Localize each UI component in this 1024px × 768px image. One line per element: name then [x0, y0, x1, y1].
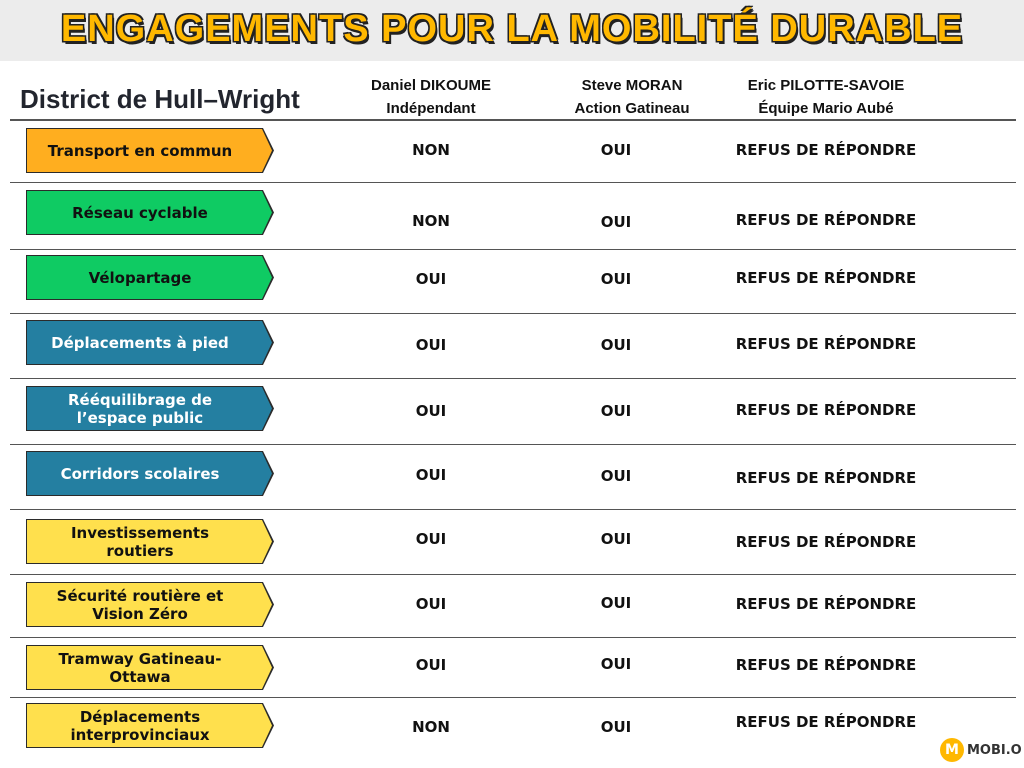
- answer-cell: REFUS DE RÉPONDRE: [735, 335, 917, 353]
- topic-label-text: Réseau cyclable: [27, 191, 272, 234]
- topic-label: Réseau cyclable: [26, 190, 274, 235]
- candidate-name: Daniel DIKOUME: [370, 77, 491, 94]
- answer-cell: REFUS DE RÉPONDRE: [735, 713, 917, 731]
- topic-label: Déplacements interprovinciaux: [26, 703, 274, 748]
- logo-mark: M: [940, 738, 964, 762]
- topic-label-text: Sécurité routière et Vision Zéro: [27, 583, 272, 626]
- topic-label-text: Investissements routiers: [27, 520, 272, 563]
- answer-cell: NON: [412, 718, 450, 736]
- answer-cell: OUI: [600, 467, 632, 485]
- candidate-header-2: Steve MORAN Action Gatineau: [532, 74, 732, 120]
- answer-cell: OUI: [415, 530, 447, 548]
- topic-label: Vélopartage: [26, 255, 274, 300]
- topic-label: Sécurité routière et Vision Zéro: [26, 582, 274, 627]
- row-divider: [10, 182, 1016, 183]
- answer-cell: OUI: [415, 402, 447, 420]
- answer-cell: OUI: [600, 270, 632, 288]
- row-divider: [10, 697, 1016, 698]
- row-divider: [10, 249, 1016, 250]
- answer-cell: OUI: [415, 595, 447, 613]
- topic-label-text: Vélopartage: [27, 256, 272, 299]
- answer-cell: OUI: [600, 213, 632, 231]
- answer-cell: REFUS DE RÉPONDRE: [735, 469, 917, 487]
- page-title: ENGAGEMENTS POUR LA MOBILITÉ DURABLE: [60, 8, 964, 50]
- answer-cell: OUI: [415, 336, 447, 354]
- row-divider: [10, 637, 1016, 638]
- candidate-header-3: Eric PILOTTE-SAVOIE Équipe Mario Aubé: [726, 74, 926, 120]
- topic-label: Rééquilibrage de l’espace public: [26, 386, 274, 431]
- title-banner: [0, 0, 1024, 61]
- answer-cell: REFUS DE RÉPONDRE: [735, 141, 917, 159]
- topic-label-text: Tramway Gatineau-Ottawa: [27, 646, 272, 689]
- topic-label: Corridors scolaires: [26, 451, 274, 496]
- answer-cell: OUI: [600, 402, 632, 420]
- topic-label-text: Rééquilibrage de l’espace public: [27, 387, 272, 430]
- topic-label-text: Corridors scolaires: [27, 452, 272, 495]
- topic-label-text: Déplacements interprovinciaux: [27, 704, 272, 747]
- answer-cell: REFUS DE RÉPONDRE: [735, 269, 917, 287]
- topic-label-text: Déplacements à pied: [27, 321, 272, 364]
- answer-cell: NON: [412, 141, 450, 159]
- answer-cell: OUI: [600, 718, 632, 736]
- answer-cell: OUI: [415, 270, 447, 288]
- district-name: District de Hull–Wright: [20, 84, 300, 114]
- candidate-name: Steve MORAN: [581, 77, 683, 94]
- topic-label: Déplacements à pied: [26, 320, 274, 365]
- topic-label: Investissements routiers: [26, 519, 274, 564]
- answer-cell: OUI: [600, 655, 632, 673]
- logo-name: MOBI.O: [967, 742, 1022, 758]
- candidate-header-1: Daniel DIKOUME Indépendant: [331, 74, 531, 120]
- answer-cell: REFUS DE RÉPONDRE: [735, 533, 917, 551]
- answer-cell: OUI: [600, 141, 632, 159]
- row-divider: [10, 509, 1016, 510]
- topic-label: Tramway Gatineau-Ottawa: [26, 645, 274, 690]
- candidate-party: Indépendant: [386, 100, 476, 117]
- row-divider: [10, 378, 1016, 379]
- answer-cell: OUI: [600, 336, 632, 354]
- answer-cell: OUI: [600, 594, 632, 612]
- topic-label: Transport en commun: [26, 128, 274, 173]
- row-divider: [10, 444, 1016, 445]
- answer-cell: REFUS DE RÉPONDRE: [735, 211, 917, 229]
- answer-cell: NON: [412, 212, 450, 230]
- answer-cell: REFUS DE RÉPONDRE: [735, 656, 917, 674]
- answer-cell: REFUS DE RÉPONDRE: [735, 595, 917, 613]
- candidate-name: Eric PILOTTE-SAVOIE: [747, 77, 905, 94]
- header-divider: [10, 119, 1016, 121]
- row-divider: [10, 574, 1016, 575]
- answer-cell: OUI: [600, 530, 632, 548]
- row-divider: [10, 313, 1016, 314]
- mobio-logo: M MOBI.O: [940, 738, 1022, 762]
- answer-cell: OUI: [415, 466, 447, 484]
- answer-cell: REFUS DE RÉPONDRE: [735, 401, 917, 419]
- answer-cell: OUI: [415, 656, 447, 674]
- candidate-party: Équipe Mario Aubé: [758, 100, 894, 117]
- candidate-party: Action Gatineau: [574, 100, 690, 117]
- topic-label-text: Transport en commun: [27, 129, 272, 172]
